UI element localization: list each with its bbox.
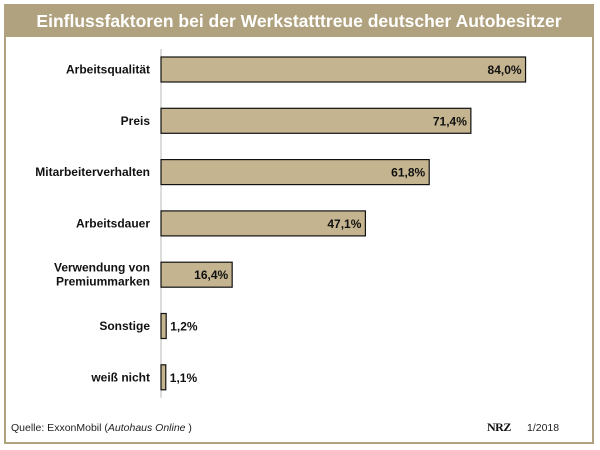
value-label: 84,0% <box>488 63 522 77</box>
category-label-line: Preis <box>121 114 151 128</box>
bar <box>160 56 527 83</box>
value-label: 16,4% <box>194 268 228 282</box>
category-label: Preis <box>121 114 151 128</box>
bar <box>160 210 367 237</box>
value-label: 61,8% <box>391 166 425 180</box>
category-label: Mitarbeiterverhalten <box>35 165 150 179</box>
title-bar: Einflussfaktoren bei der Werkstatttreue … <box>6 6 592 37</box>
category-label: Verwendung von Premiummarken <box>54 261 150 289</box>
category-label-line: Arbeitsdauer <box>76 216 150 230</box>
bar <box>160 107 472 134</box>
value-label: 1,1% <box>170 371 198 385</box>
source-publication: Autohaus Online <box>107 422 186 434</box>
source-prefix: Quelle: ExxonMobil ( <box>11 422 108 434</box>
category-label: Arbeitsqualität <box>66 63 150 77</box>
category-label-line: Verwendung von <box>54 261 150 275</box>
category-label: weiß nicht <box>90 370 150 384</box>
bar <box>160 261 233 288</box>
chart-title: Einflussfaktoren bei der Werkstatttreue … <box>36 11 562 31</box>
source-suffix: ) <box>185 422 192 434</box>
publisher-logo: NRZ <box>487 420 511 434</box>
bar <box>160 364 167 391</box>
category-label-line: Sonstige <box>99 319 150 333</box>
source-note: Quelle: ExxonMobil (Autohaus Online ) <box>11 422 192 434</box>
category-label-line: weiß nicht <box>90 370 150 384</box>
value-label: 71,4% <box>433 114 467 128</box>
value-label: 1,2% <box>170 320 198 334</box>
issue-number: 1/2018 <box>527 422 560 434</box>
category-label-line: Premiummarken <box>56 275 150 289</box>
bar <box>160 312 167 340</box>
category-label-line: Arbeitsqualität <box>66 63 150 77</box>
bar <box>160 159 430 186</box>
category-label: Sonstige <box>99 319 150 333</box>
category-label: Arbeitsdauer <box>76 216 150 230</box>
category-label-line: Mitarbeiterverhalten <box>35 165 150 179</box>
value-label: 47,1% <box>327 217 361 231</box>
